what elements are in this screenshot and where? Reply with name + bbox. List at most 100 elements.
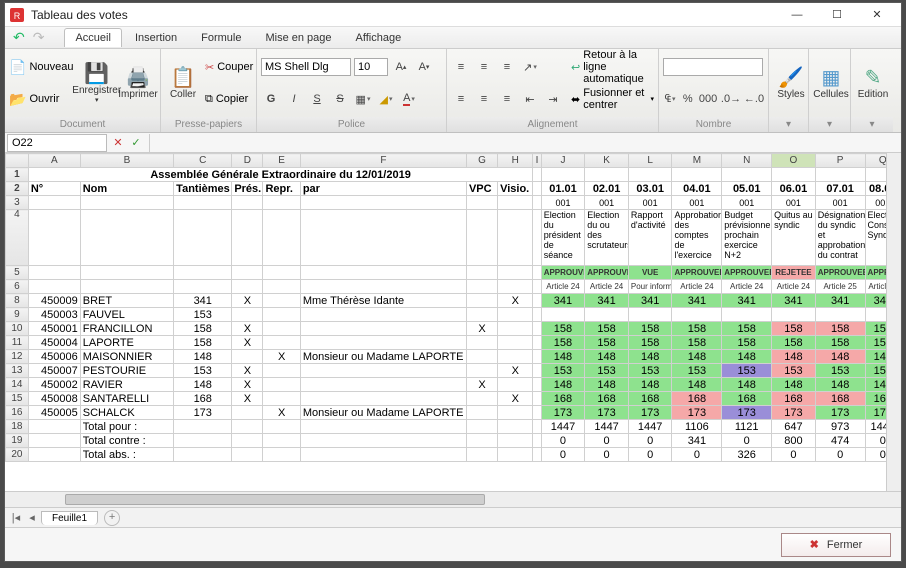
row-header[interactable]: 11 [6, 336, 29, 350]
cell[interactable]: Quitus au syndic [772, 210, 816, 266]
cell[interactable]: 158 [174, 322, 232, 336]
cell[interactable]: 450002 [28, 378, 80, 392]
col-header[interactable]: P [815, 154, 865, 168]
cell[interactable]: X [232, 392, 263, 406]
print-button[interactable]: 🖨️ Imprimer [120, 51, 156, 115]
cell[interactable]: APPROUVEE [815, 266, 865, 280]
col-header[interactable]: L [628, 154, 672, 168]
cell[interactable] [466, 336, 497, 350]
ribbon-tab-affichage[interactable]: Affichage [345, 28, 413, 47]
formula-input[interactable] [149, 134, 901, 152]
sheet-nav-prev[interactable]: ◂ [25, 511, 39, 524]
cell[interactable]: 168 [672, 392, 722, 406]
cell[interactable]: 0 [585, 448, 629, 462]
new-button[interactable]: Nouveau [29, 61, 73, 73]
col-header[interactable]: K [585, 154, 629, 168]
cell[interactable]: Election du président de séance [541, 210, 585, 266]
cell[interactable] [263, 420, 300, 434]
cell[interactable]: 148 [772, 378, 816, 392]
cell[interactable] [498, 434, 533, 448]
cell[interactable]: 05.01 [722, 182, 772, 196]
cell[interactable]: 158 [672, 336, 722, 350]
cell[interactable]: Article 24 [585, 280, 629, 294]
row-header[interactable]: 8 [6, 294, 29, 308]
row-header[interactable]: 16 [6, 406, 29, 420]
cell[interactable]: 01.01 [541, 182, 585, 196]
cell[interactable]: 341 [672, 434, 722, 448]
cell[interactable]: X [498, 364, 533, 378]
number-format-combo[interactable] [663, 58, 763, 76]
cell[interactable]: X [232, 364, 263, 378]
cell[interactable] [300, 266, 466, 280]
cell[interactable] [498, 280, 533, 294]
cell[interactable] [466, 392, 497, 406]
col-header[interactable]: D [232, 154, 263, 168]
cell[interactable]: Article 24 [541, 280, 585, 294]
cell[interactable]: 158 [722, 336, 772, 350]
cell[interactable]: 153 [815, 364, 865, 378]
cell[interactable] [263, 322, 300, 336]
cell[interactable]: 148 [174, 350, 232, 364]
cell[interactable] [300, 434, 466, 448]
cell[interactable] [533, 434, 541, 448]
row-header[interactable]: 18 [6, 420, 29, 434]
vertical-scrollbar[interactable] [886, 153, 901, 491]
cell[interactable]: 647 [772, 420, 816, 434]
cell[interactable]: 168 [772, 392, 816, 406]
cell[interactable]: 148 [628, 378, 672, 392]
cell[interactable]: X [498, 392, 533, 406]
cell[interactable] [541, 308, 585, 322]
cell[interactable]: par [300, 182, 466, 196]
cell[interactable] [466, 420, 497, 434]
cell[interactable]: 158 [585, 336, 629, 350]
cell[interactable]: Repr. [263, 182, 300, 196]
col-header[interactable]: A [28, 154, 80, 168]
cell[interactable] [672, 308, 722, 322]
cell[interactable] [263, 266, 300, 280]
cell[interactable]: APPROUVEE [722, 266, 772, 280]
col-header[interactable]: C [174, 154, 232, 168]
cell[interactable]: 02.01 [585, 182, 629, 196]
cell[interactable] [80, 196, 173, 210]
cell[interactable] [498, 448, 533, 462]
cell[interactable]: PESTOURIE [80, 364, 173, 378]
cell[interactable] [263, 196, 300, 210]
col-header[interactable]: G [466, 154, 497, 168]
cell[interactable] [533, 448, 541, 462]
cell[interactable] [722, 168, 772, 182]
orientation-button[interactable]: ↗ [520, 58, 540, 76]
cell[interactable]: 148 [722, 350, 772, 364]
font-color-button[interactable]: A [399, 90, 419, 108]
cell[interactable] [533, 406, 541, 420]
cell[interactable]: 973 [815, 420, 865, 434]
cell[interactable]: VUE [628, 266, 672, 280]
cell[interactable] [533, 420, 541, 434]
align-middle-button[interactable]: ≡ [474, 58, 494, 76]
cell[interactable]: 153 [722, 364, 772, 378]
cell[interactable]: 158 [541, 322, 585, 336]
cell[interactable] [498, 322, 533, 336]
currency-button[interactable]: ₠ [663, 90, 678, 108]
cell[interactable] [232, 350, 263, 364]
cell[interactable] [232, 434, 263, 448]
cell[interactable] [28, 266, 80, 280]
cell[interactable] [498, 350, 533, 364]
cell[interactable]: X [232, 378, 263, 392]
cell[interactable] [466, 434, 497, 448]
cell[interactable]: VPC [466, 182, 497, 196]
row-header[interactable]: 1 [6, 168, 29, 182]
col-header[interactable]: O [772, 154, 816, 168]
cell[interactable]: 148 [722, 378, 772, 392]
cell[interactable] [628, 308, 672, 322]
cell[interactable] [533, 392, 541, 406]
cell[interactable]: 158 [815, 322, 865, 336]
cell[interactable]: 1121 [722, 420, 772, 434]
cell[interactable] [498, 378, 533, 392]
cell[interactable]: 168 [585, 392, 629, 406]
cell[interactable]: Election du ou des scrutateurs [585, 210, 629, 266]
cell[interactable]: SANTARELLI [80, 392, 173, 406]
ribbon-tab-accueil[interactable]: Accueil [64, 28, 121, 47]
horizontal-scrollbar[interactable] [5, 491, 901, 507]
col-header[interactable]: F [300, 154, 466, 168]
cell[interactable] [533, 336, 541, 350]
